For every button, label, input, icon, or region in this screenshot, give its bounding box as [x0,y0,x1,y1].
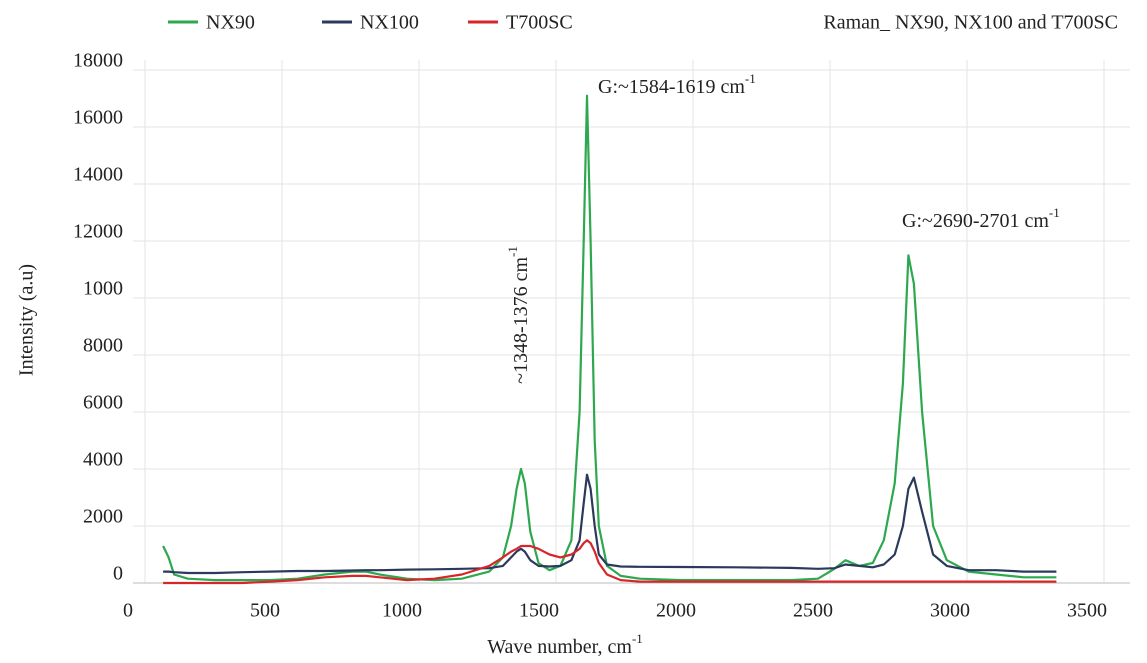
y-tick-label: 0 [113,563,123,585]
series-line [162,94,1057,582]
y-tick-label: 16000 [73,107,123,129]
annotation-text: ~1348-1376 cm [510,257,532,384]
legend-label: NX100 [360,12,419,34]
x-axis-label-text: Wave number, cm [487,636,632,658]
x-tick-label: 1500 [519,600,559,622]
x-tick-label: 0 [123,600,133,622]
x-tick-label: 2500 [793,600,833,622]
annotation: ~1348-1376 cm-1 [505,246,532,384]
y-tick-label: 4000 [83,449,123,471]
x-tick-label: 3000 [930,600,970,622]
legend-label: T700SC [506,12,573,34]
y-tick-label: 12000 [73,221,123,243]
chart-title: Raman_ NX90, NX100 and T700SC [823,12,1118,34]
x-tick-label: 1000 [382,600,422,622]
x-tick-label: 500 [250,600,280,622]
y-tick-label: 14000 [73,164,123,186]
y-tick-label: 18000 [73,50,123,72]
annotation: G:~1584-1619 cm-1 [598,71,756,98]
x-tick-label: 3500 [1067,600,1107,622]
x-axis-label-sup: -1 [632,631,643,646]
y-tick-label: 1000 [83,278,123,300]
annotation-sup: -1 [1049,205,1060,220]
annotation-sup: -1 [745,71,756,86]
y-tick-label: 2000 [83,506,123,528]
y-tick-label: 8000 [83,335,123,357]
y-axis-label: Intensity (a.u) [16,264,38,376]
annotation-sup: -1 [505,246,520,257]
annotation-text: G:~1584-1619 cm [598,76,745,98]
x-axis-label: Wave number, cm-1 [487,631,643,658]
series-line [163,473,1057,575]
annotation: G:~2690-2701 cm-1 [902,205,1060,232]
series-line [163,539,1057,585]
legend-label: NX90 [206,12,255,34]
y-tick-label: 6000 [83,392,123,414]
x-tick-label: 2000 [656,600,696,622]
annotation-text: G:~2690-2701 cm [902,210,1049,232]
